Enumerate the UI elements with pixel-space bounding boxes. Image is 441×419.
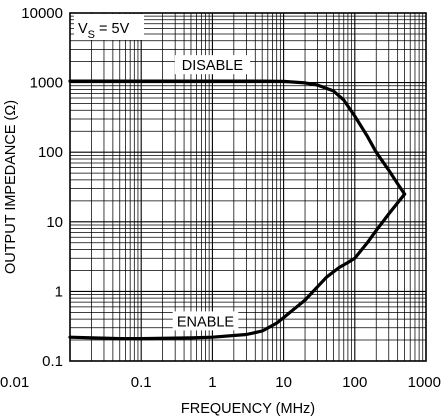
x-tick-label: 1000 (408, 374, 441, 391)
series-label-disable: DISABLE (182, 58, 244, 74)
plot-frame (69, 12, 427, 362)
series-label-bg (174, 55, 250, 75)
condition-main: V (78, 21, 88, 37)
y-tick-label: 1 (55, 283, 63, 300)
y-tick-label: 0.1 (42, 353, 63, 370)
series-label-bg (172, 311, 239, 331)
y-axis-title: OUTPUT IMPEDANCE (Ω) (3, 100, 19, 274)
y-tick-label: 10000 (21, 5, 63, 22)
condition-text: VS = 5V (78, 21, 130, 41)
condition-label: VS = 5V (74, 14, 144, 41)
x-axis-title: FREQUENCY (MHz) (181, 401, 315, 417)
curves (68, 79, 407, 341)
x-tick-label: 100 (342, 374, 367, 391)
x-tick-label: 0.01 (0, 374, 29, 391)
tick-labels: 0.01 0.1 1 10 100 1000 0.1 1 10 100 1000 10000 (0, 5, 441, 391)
y-tick-label: 100 (38, 144, 63, 161)
y-tick-label: 10 (46, 214, 63, 231)
x-tick-label: 10 (275, 374, 292, 391)
series-label-enable: ENABLE (177, 314, 235, 330)
curve-enable (68, 192, 407, 341)
x-tick-label: 0.1 (131, 374, 152, 391)
series-labels: DISABLE ENABLE (172, 55, 250, 331)
condition-sub: S (88, 29, 95, 41)
x-tick-label: 1 (208, 374, 216, 391)
condition-rest: = 5V (95, 21, 130, 37)
curve-disable (68, 79, 407, 196)
y-tick-label: 1000 (30, 75, 63, 92)
